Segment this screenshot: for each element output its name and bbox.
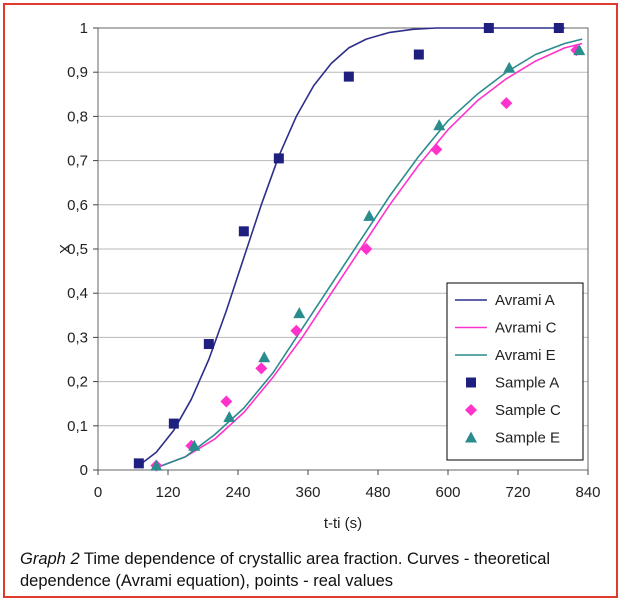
point-sample-c <box>255 362 268 375</box>
point-sample-a <box>203 339 214 350</box>
point-sample-a <box>483 23 494 33</box>
line-avrami-a <box>138 27 565 467</box>
figure-caption: Graph 2 Time dependence of crystallic ar… <box>20 548 610 592</box>
x-tick-label: 120 <box>155 484 180 501</box>
x-tick-label: 840 <box>575 484 600 501</box>
point-sample-e <box>573 44 586 56</box>
y-tick-label: 0,6 <box>67 197 88 214</box>
line-avrami-c <box>156 42 583 469</box>
point-sample-e <box>433 119 446 131</box>
y-tick-label: 0,7 <box>67 153 88 170</box>
y-tick-label: 0,9 <box>67 64 88 81</box>
point-sample-e <box>188 439 201 451</box>
x-tick-label: 720 <box>505 484 530 501</box>
legend-label-avrami-e: Avrami E <box>495 347 556 364</box>
legend-label-sample-e: Sample E <box>495 430 560 447</box>
legend: Avrami A Avrami C Avrami E Sample A Sample C… <box>446 282 584 461</box>
caption-lead: Graph 2 <box>20 550 80 568</box>
point-sample-c <box>360 243 373 255</box>
point-sample-a <box>343 71 354 82</box>
series-points <box>133 23 586 472</box>
point-sample-c <box>290 324 303 337</box>
legend-label-sample-a: Sample A <box>495 375 559 392</box>
point-sample-a <box>553 23 564 33</box>
legend-swatch-sample-e <box>465 431 477 443</box>
y-tick-label: 0,2 <box>67 374 88 391</box>
point-sample-a <box>133 458 144 469</box>
legend-box <box>446 282 584 461</box>
point-sample-e <box>293 307 306 319</box>
point-sample-a <box>238 226 249 237</box>
y-tick-label: 0,1 <box>67 418 88 435</box>
legend-swatch-sample-a <box>466 377 476 388</box>
point-sample-c <box>430 143 443 156</box>
point-sample-c <box>500 97 513 110</box>
point-sample-e <box>150 459 163 471</box>
point-sample-c <box>220 395 233 408</box>
point-sample-e <box>503 61 516 73</box>
legend-label-avrami-c: Avrami C <box>495 320 557 337</box>
y-tick-label: 0,4 <box>67 285 88 302</box>
x-tick-label: 360 <box>295 484 320 501</box>
y-tick-label: 0 <box>80 462 88 479</box>
point-sample-a <box>168 418 179 429</box>
x-tick-label: 600 <box>435 484 460 501</box>
y-tick-label: 0,3 <box>67 329 88 346</box>
caption-text: Time dependence of crystallic area fract… <box>20 550 551 590</box>
legend-swatch-sample-c <box>465 404 477 416</box>
axes: 0 0,1 0,2 0,3 0,4 0,5 0,6 0,7 0,8 0,9 1 0 120 240 360 4… <box>67 20 600 501</box>
x-tick-label: 240 <box>225 484 250 501</box>
legend-label-avrami-a: Avrami A <box>495 292 555 309</box>
y-axis-title: X <box>57 244 74 254</box>
point-sample-e <box>258 351 271 363</box>
legend-label-sample-c: Sample C <box>495 402 561 419</box>
chart: 0 0,1 0,2 0,3 0,4 0,5 0,6 0,7 0,8 0,9 1 0 120 240 360 4… <box>57 20 601 532</box>
y-tick-label: 0,5 <box>67 241 88 258</box>
y-tick-label: 1 <box>80 20 88 37</box>
x-axis-title: t-ti (s) <box>324 515 362 532</box>
x-tick-label: 0 <box>94 484 102 501</box>
point-sample-a <box>273 153 284 164</box>
y-tick-label: 0,8 <box>67 108 88 125</box>
point-sample-a <box>413 49 424 60</box>
point-sample-e <box>223 410 236 422</box>
point-sample-e <box>363 209 376 221</box>
x-tick-label: 480 <box>365 484 390 501</box>
